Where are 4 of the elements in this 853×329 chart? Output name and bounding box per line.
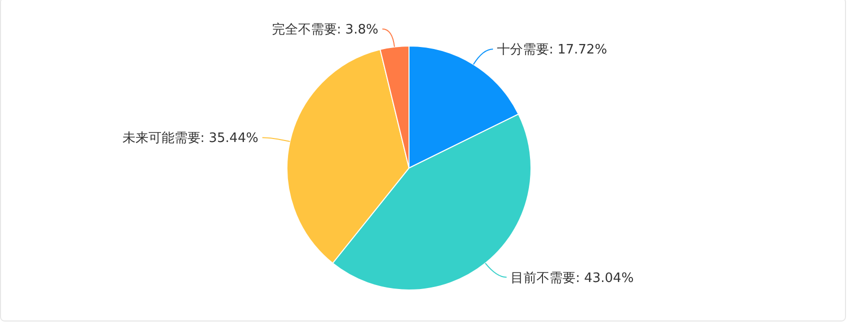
slice-label: 十分需要: 17.72% [496,42,608,58]
slice-label: 未来可能需要: 35.44% [122,131,258,146]
slice-label: 目前不需要: 43.04% [510,270,634,286]
slice-label: 完全不需要: 3.8% [272,22,378,38]
